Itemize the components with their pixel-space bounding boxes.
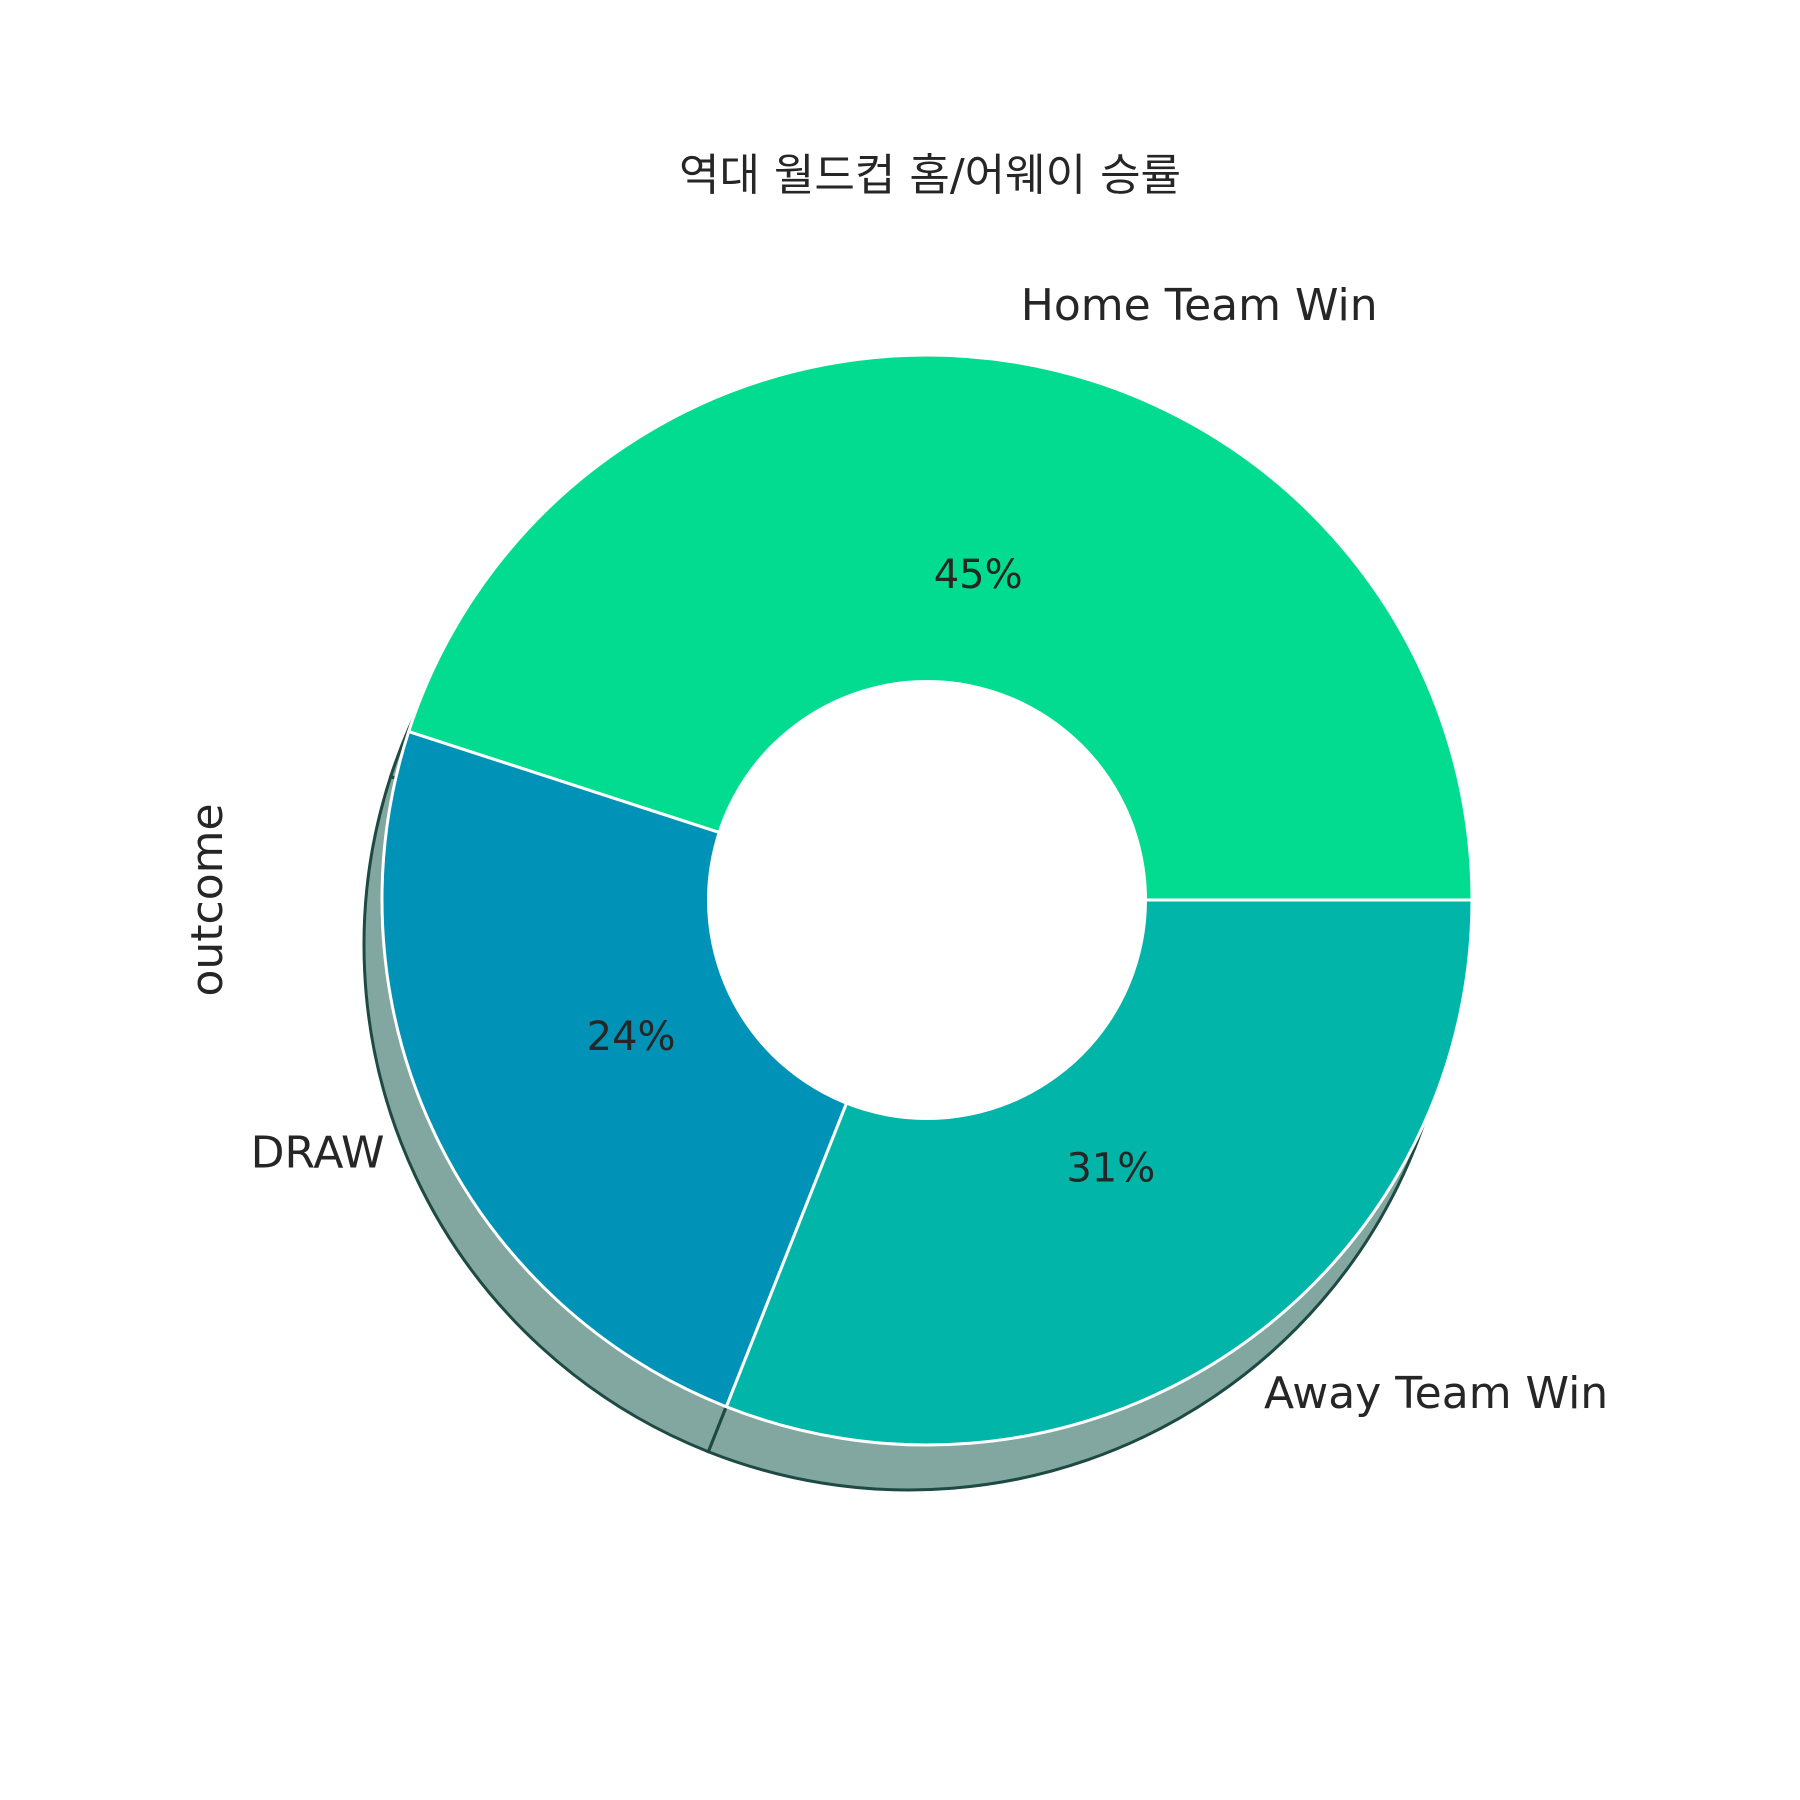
percent-label-draw: 24% bbox=[587, 1014, 676, 1060]
category-label-draw: DRAW bbox=[251, 1127, 385, 1178]
y-axis-label: outcome bbox=[182, 803, 233, 996]
percent-label-home-team-win: 45% bbox=[934, 552, 1023, 598]
donut-hole bbox=[707, 680, 1147, 1120]
percent-label-away-team-win: 31% bbox=[1066, 1145, 1155, 1191]
category-label-home-team-win: Home Team Win bbox=[1021, 280, 1378, 331]
pie-labels: Home Team Win 45% DRAW 24% Away Team Win 31% bbox=[251, 280, 1609, 1419]
slice-home-team-win bbox=[406, 353, 1474, 902]
chart-title: 역대 월드컵 홈/어웨이 승률 bbox=[679, 150, 1181, 201]
category-label-away-team-win: Away Team Win bbox=[1264, 1368, 1608, 1419]
